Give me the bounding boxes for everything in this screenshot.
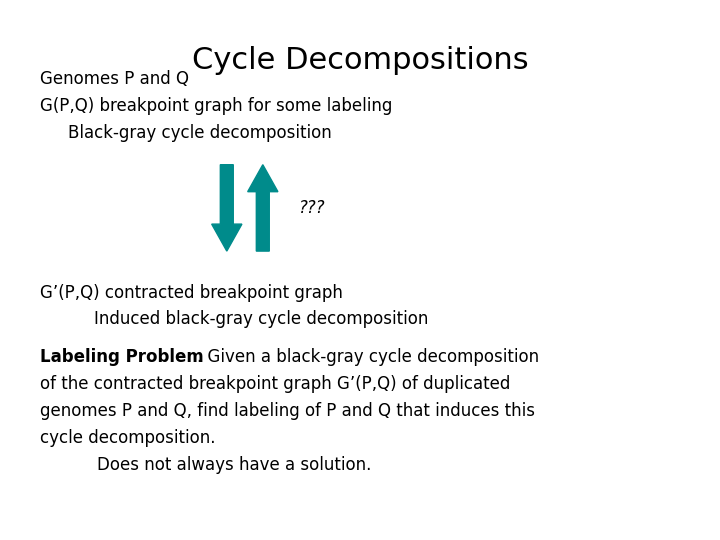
Text: cycle decomposition.: cycle decomposition. bbox=[40, 429, 215, 447]
Text: genomes P and Q, find labeling of P and Q that induces this: genomes P and Q, find labeling of P and … bbox=[40, 402, 534, 420]
Text: G(P,Q) breakpoint graph for some labeling: G(P,Q) breakpoint graph for some labelin… bbox=[40, 97, 392, 114]
Text: Does not always have a solution.: Does not always have a solution. bbox=[97, 456, 372, 474]
Text: Induced black-gray cycle decomposition: Induced black-gray cycle decomposition bbox=[94, 310, 428, 328]
Text: Genomes P and Q: Genomes P and Q bbox=[40, 70, 189, 87]
Text: Black-gray cycle decomposition: Black-gray cycle decomposition bbox=[68, 124, 332, 141]
Text: of the contracted breakpoint graph G’(P,Q) of duplicated: of the contracted breakpoint graph G’(P,… bbox=[40, 375, 510, 393]
FancyArrow shape bbox=[212, 165, 242, 251]
Text: Cycle Decompositions: Cycle Decompositions bbox=[192, 46, 528, 75]
Text: G’(P,Q) contracted breakpoint graph: G’(P,Q) contracted breakpoint graph bbox=[40, 284, 343, 301]
FancyArrow shape bbox=[248, 165, 278, 251]
Text: ???: ??? bbox=[299, 199, 325, 217]
Text: . Given a black-gray cycle decomposition: . Given a black-gray cycle decomposition bbox=[197, 348, 539, 366]
Text: Labeling Problem: Labeling Problem bbox=[40, 348, 203, 366]
